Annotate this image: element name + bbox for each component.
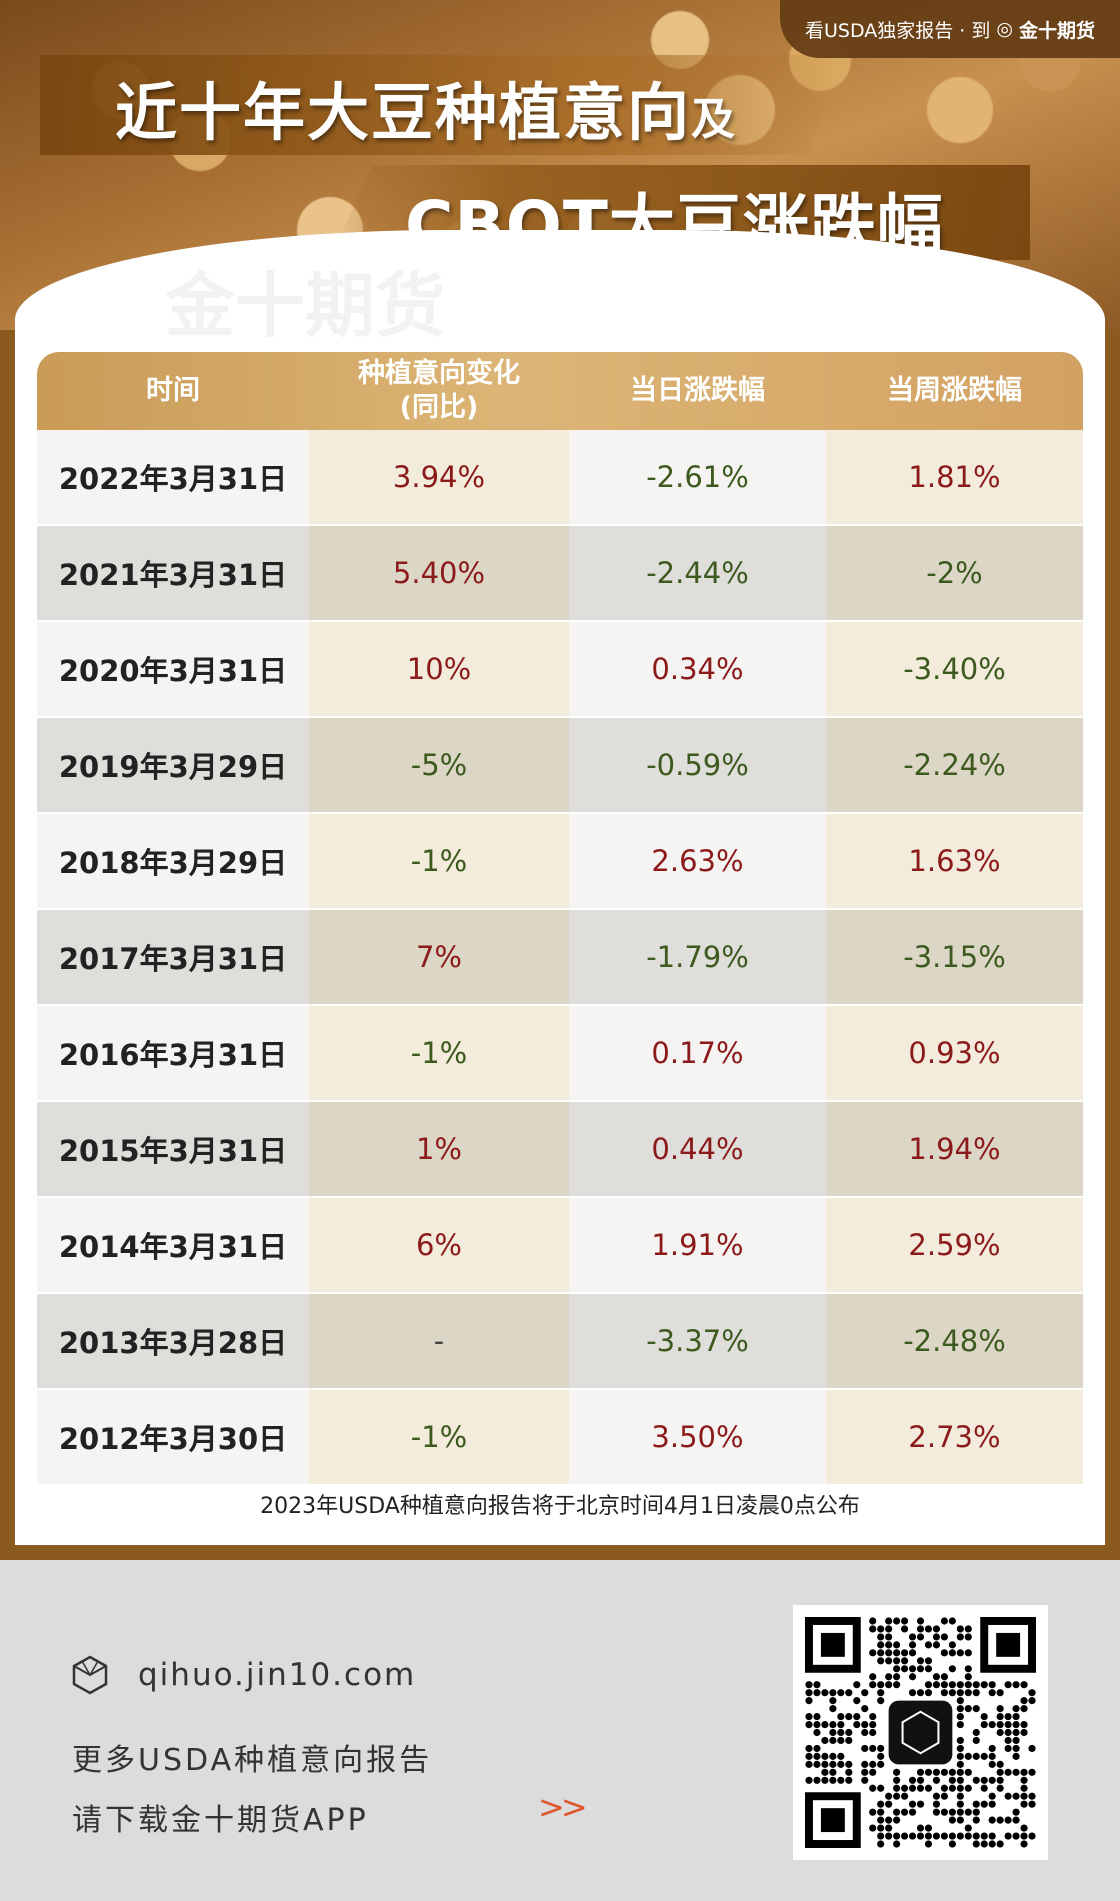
chevron-right-icon[interactable]: >>	[538, 1788, 588, 1826]
date-cell: 2016年3月31日	[37, 1006, 309, 1100]
day-change-cell: -3.37%	[569, 1294, 826, 1388]
day-change-cell: 1.91%	[569, 1198, 826, 1292]
week-change-cell: -2%	[826, 526, 1083, 620]
table-row: 2017年3月31日 7% -1.79% -3.15%	[37, 908, 1083, 1004]
header-intent: 种植意向变化 (同比)	[358, 358, 520, 423]
intent-cell: 1%	[309, 1102, 569, 1196]
jin10-logo-icon	[72, 1655, 108, 1695]
week-change-cell: 1.81%	[826, 430, 1083, 524]
table-row: 2022年3月31日 3.94% -2.61% 1.81%	[37, 430, 1083, 524]
day-change-cell: 0.34%	[569, 622, 826, 716]
table-row: 2012年3月30日 -1% 3.50% 2.73%	[37, 1388, 1083, 1484]
week-change-cell: 1.63%	[826, 814, 1083, 908]
intent-cell: 6%	[309, 1198, 569, 1292]
top-brand: 金十期货	[1018, 19, 1095, 42]
intent-cell: -5%	[309, 718, 569, 812]
table-row: 2021年3月31日 5.40% -2.44% -2%	[37, 524, 1083, 620]
intent-cell: 5.40%	[309, 526, 569, 620]
brand-logo-icon: ◎	[996, 18, 1013, 40]
title-band-1	[40, 55, 840, 155]
week-change-cell: 2.73%	[826, 1390, 1083, 1484]
table-row: 2014年3月31日 6% 1.91% 2.59%	[37, 1196, 1083, 1292]
data-table: 时间 种植意向变化 (同比) 当日涨跌幅 当周涨跌幅 2022年3月31日 3.94…	[37, 352, 1083, 1484]
date-cell: 2015年3月31日	[37, 1102, 309, 1196]
intent-cell: 10%	[309, 622, 569, 716]
watermark: 金十期货	[165, 265, 445, 347]
date-cell: 2020年3月31日	[37, 622, 309, 716]
day-change-cell: -0.59%	[569, 718, 826, 812]
table-body: 2022年3月31日 3.94% -2.61% 1.81% 2021年3月31日 5.40…	[37, 430, 1083, 1484]
date-cell: 2014年3月31日	[37, 1198, 309, 1292]
table-row: 2015年3月31日 1% 0.44% 1.94%	[37, 1100, 1083, 1196]
intent-cell: 3.94%	[309, 430, 569, 524]
header-day-change: 当日涨跌幅	[630, 375, 765, 406]
table-row: 2020年3月31日 10% 0.34% -3.40%	[37, 620, 1083, 716]
header-time: 时间	[146, 375, 200, 406]
day-change-cell: -2.61%	[569, 430, 826, 524]
table-header: 时间 种植意向变化 (同比) 当日涨跌幅 当周涨跌幅	[37, 352, 1083, 430]
date-cell: 2018年3月29日	[37, 814, 309, 908]
week-change-cell: 1.94%	[826, 1102, 1083, 1196]
promo-line-2: 请下载金十期货APP	[72, 1803, 369, 1838]
intent-cell: -	[309, 1294, 569, 1388]
date-cell: 2012年3月30日	[37, 1390, 309, 1484]
day-change-cell: 2.63%	[569, 814, 826, 908]
table-row: 2019年3月29日 -5% -0.59% -2.24%	[37, 716, 1083, 812]
week-change-cell: 2.59%	[826, 1198, 1083, 1292]
week-change-cell: -2.48%	[826, 1294, 1083, 1388]
date-cell: 2022年3月31日	[37, 430, 309, 524]
week-change-cell: 0.93%	[826, 1006, 1083, 1100]
top-link-text: 看USDA独家报告 · 到	[805, 19, 991, 42]
top-report-link[interactable]: 看USDA独家报告 · 到 ◎ 金十期货	[780, 0, 1120, 58]
intent-cell: -1%	[309, 1390, 569, 1484]
intent-cell: -1%	[309, 814, 569, 908]
day-change-cell: 0.17%	[569, 1006, 826, 1100]
page-title-line1: 近十年大豆种植意向及	[115, 76, 738, 149]
day-change-cell: -2.44%	[569, 526, 826, 620]
qr-code[interactable]	[793, 1605, 1048, 1860]
day-change-cell: -1.79%	[569, 910, 826, 1004]
week-change-cell: -3.15%	[826, 910, 1083, 1004]
date-cell: 2017年3月31日	[37, 910, 309, 1004]
intent-cell: -1%	[309, 1006, 569, 1100]
table-row: 2013年3月28日 - -3.37% -2.48%	[37, 1292, 1083, 1388]
day-change-cell: 3.50%	[569, 1390, 826, 1484]
date-cell: 2013年3月28日	[37, 1294, 309, 1388]
date-cell: 2021年3月31日	[37, 526, 309, 620]
week-change-cell: -3.40%	[826, 622, 1083, 716]
table-row: 2016年3月31日 -1% 0.17% 0.93%	[37, 1004, 1083, 1100]
table-card: 金十期货 金十期货 金十期货 金十期货 金十期货 金十期货 时间 种植意向变化(…	[15, 230, 1105, 1545]
site-link[interactable]: qihuo.jin10.com	[72, 1655, 416, 1695]
footer: qihuo.jin10.com 更多USDA种植意向报告 请下载金十期货APP …	[0, 1560, 1120, 1901]
day-change-cell: 0.44%	[569, 1102, 826, 1196]
release-note: 2023年USDA种植意向报告将于北京时间4月1日凌晨0点公布	[260, 1494, 860, 1519]
table-row: 2018年3月29日 -1% 2.63% 1.63%	[37, 812, 1083, 908]
intent-cell: 7%	[309, 910, 569, 1004]
site-url: qihuo.jin10.com	[138, 1657, 417, 1693]
week-change-cell: -2.24%	[826, 718, 1083, 812]
qr-code-image	[805, 1617, 1036, 1848]
promo-line-1: 更多USDA种植意向报告	[72, 1743, 433, 1778]
date-cell: 2019年3月29日	[37, 718, 309, 812]
header-week-change: 当周涨跌幅	[887, 375, 1022, 406]
